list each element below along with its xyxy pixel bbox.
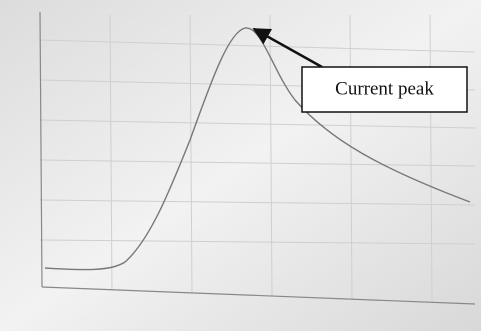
annotation-text: Current peak — [335, 78, 434, 99]
screen-photo: Current peak — [0, 0, 481, 331]
page: Current peak (() => { const data = JSON.… — [0, 0, 481, 331]
